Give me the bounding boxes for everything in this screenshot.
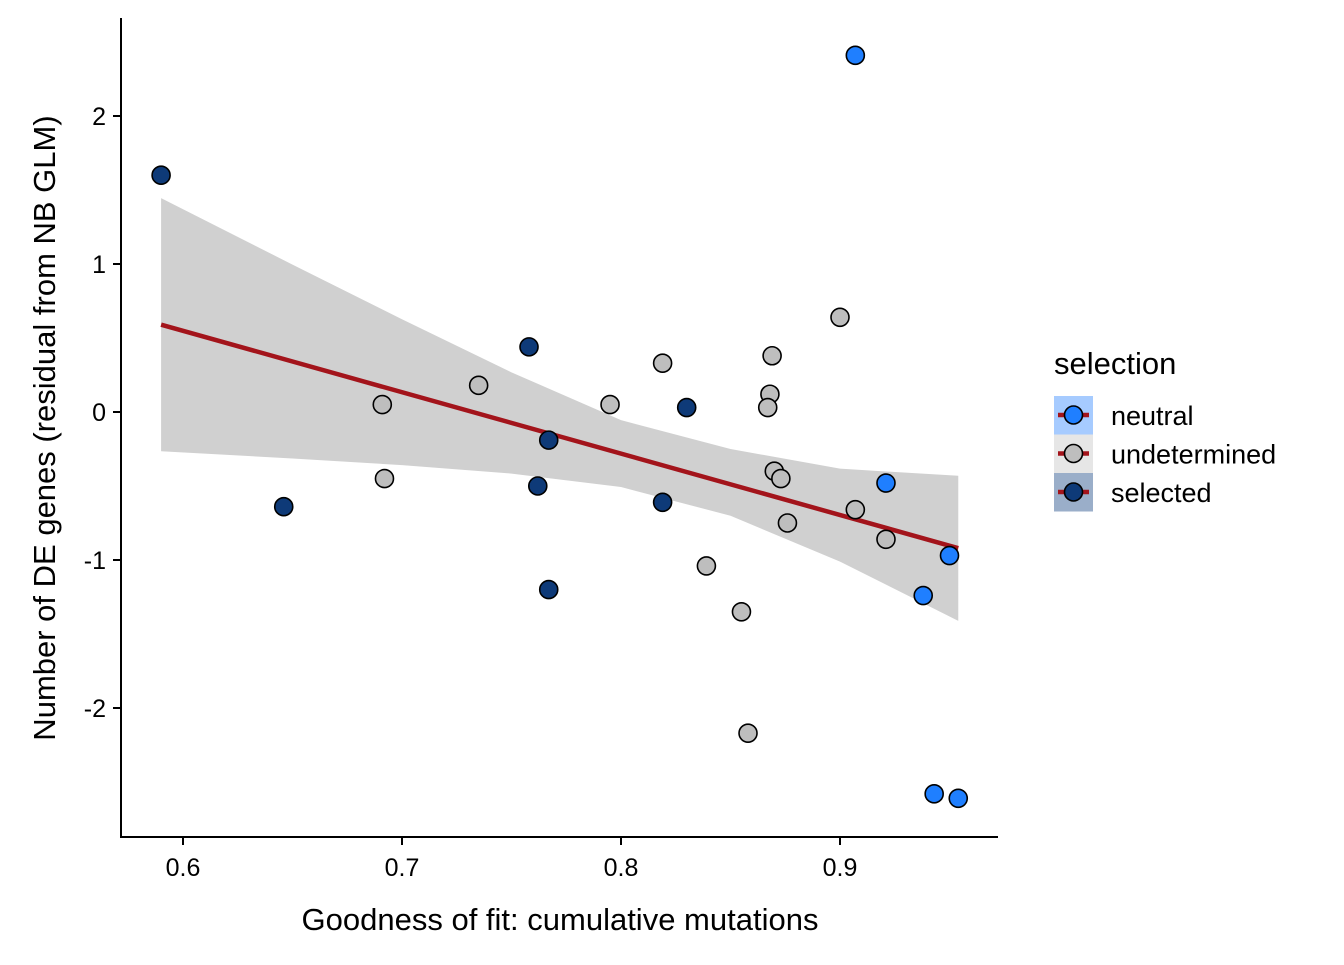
legend: selection neutral undetermined selected — [1054, 346, 1276, 512]
legend-key-point — [1063, 405, 1084, 425]
y-tick-label: -2 — [84, 695, 106, 723]
legend-key-point — [1063, 443, 1084, 464]
data-point-neutral — [845, 45, 866, 66]
data-point-undetermined — [830, 307, 850, 328]
data-point-selected — [676, 397, 697, 418]
data-point-undetermined — [777, 513, 798, 533]
confidence-band-layer — [161, 198, 959, 621]
legend-key-point — [1063, 482, 1084, 502]
data-point-selected — [151, 165, 171, 185]
fit-line-layer — [160, 322, 959, 551]
legend-title: selection — [1054, 346, 1176, 381]
y-tick-label: -1 — [84, 547, 106, 575]
data-point-undetermined — [738, 723, 758, 743]
data-point-neutral — [876, 473, 896, 493]
legend-label-neutral: neutral — [1111, 401, 1194, 431]
data-point-selected — [519, 337, 539, 357]
data-point-undetermined — [652, 353, 673, 373]
y-tick-label: 1 — [92, 251, 106, 279]
data-point-undetermined — [372, 394, 393, 415]
x-axis-label: Goodness of fit: cumulative mutations — [302, 902, 819, 937]
ticks-layer: 0.6 0.7 0.8 0.9 -2 -1 0 1 2 — [84, 103, 858, 882]
y-tick-label: 2 — [92, 103, 106, 131]
data-point-undetermined — [771, 468, 791, 489]
data-point-undetermined — [876, 529, 896, 550]
x-tick-label: 0.7 — [385, 854, 420, 882]
x-tick-label: 0.8 — [604, 854, 639, 882]
legend-label-undetermined: undetermined — [1111, 440, 1276, 470]
data-point-selected — [652, 492, 673, 513]
data-point-selected — [273, 496, 294, 517]
points-layer — [151, 45, 969, 809]
data-point-undetermined — [845, 499, 866, 520]
y-axis-label: Number of DE genes (residual from NB GLM… — [27, 115, 62, 740]
data-point-undetermined — [731, 601, 752, 622]
x-tick-label: 0.9 — [823, 854, 858, 882]
data-point-undetermined — [374, 468, 395, 489]
data-point-neutral — [948, 788, 969, 809]
data-point-undetermined — [762, 345, 782, 366]
data-point-selected — [538, 430, 559, 450]
data-point-selected — [527, 476, 548, 496]
regression-line — [160, 322, 959, 551]
data-point-undetermined — [696, 556, 717, 576]
data-point-undetermined — [757, 397, 778, 418]
data-point-undetermined — [600, 394, 620, 415]
data-point-selected — [538, 579, 559, 600]
legend-label-selected: selected — [1111, 478, 1212, 508]
data-point-neutral — [939, 545, 960, 566]
data-point-undetermined — [468, 375, 489, 396]
data-point-neutral — [924, 784, 944, 804]
y-tick-label: 0 — [92, 399, 106, 427]
x-tick-label: 0.6 — [166, 854, 201, 882]
data-point-neutral — [913, 585, 934, 606]
confidence-band — [161, 198, 959, 621]
